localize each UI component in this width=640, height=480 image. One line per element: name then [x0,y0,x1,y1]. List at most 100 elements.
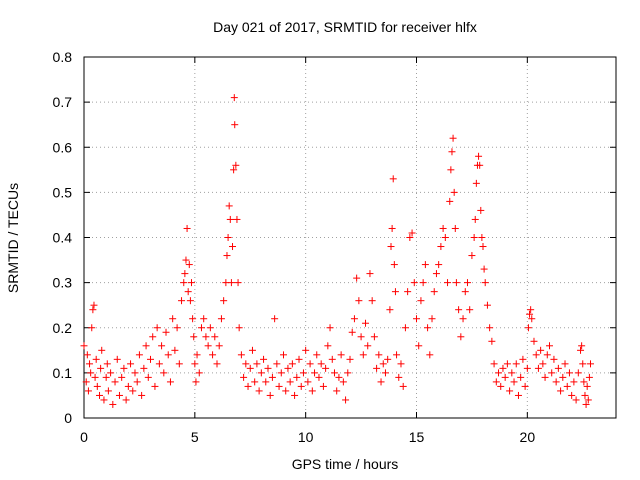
data-point [466,306,474,314]
data-point [483,301,491,309]
data-point [541,373,549,381]
data-point [587,360,595,368]
data-point [330,369,338,377]
data-point [235,324,243,332]
data-point [583,382,591,390]
data-point [353,274,361,282]
data-point [306,360,314,368]
data-point [410,279,418,287]
gridlines [84,57,616,418]
data-point [86,360,94,368]
data-point [153,324,161,332]
data-point [508,369,516,377]
data-point [582,400,590,408]
data-point [447,166,455,174]
data-point [275,382,283,390]
data-point [230,94,238,102]
data-point [471,215,479,223]
data-point [266,391,274,399]
data-point [162,328,170,336]
data-point [169,315,177,323]
data-point [514,391,522,399]
data-point [441,234,449,241]
data-point [373,364,381,372]
data-point [107,369,115,377]
data-point [240,373,248,381]
data-point [242,360,250,368]
data-point [227,279,235,287]
data-point [173,324,181,332]
data-point [164,351,172,359]
data-point [406,234,414,241]
data-point [231,121,239,129]
x-axis-label: GPS time / hours [292,456,399,472]
data-point [444,279,452,287]
data-point [530,337,538,345]
data-point [188,279,196,287]
data-point [554,364,562,372]
data-point [488,337,496,345]
data-point [175,360,183,368]
data-point [559,373,567,381]
data-point [102,373,110,381]
data-point [297,382,305,390]
data-point [225,202,233,210]
data-point [232,161,240,169]
data-point [299,369,307,377]
data-point [499,364,507,372]
data-point [503,360,511,368]
data-point [233,215,241,223]
data-point [91,373,99,381]
y-tick-labels: 0 0.1 0.2 0.3 0.4 0.5 0.6 0.7 0.8 [53,49,73,426]
data-point [181,270,189,278]
data-point [103,360,111,368]
data-point [448,148,456,156]
data-point [149,333,157,341]
data-point [120,364,128,372]
data-point [237,351,245,359]
y-tick-label: 0.2 [53,320,73,336]
data-point [470,234,478,241]
data-point [337,351,345,359]
data-point [118,373,126,381]
data-point [563,382,571,390]
y-tick-label: 0.7 [53,94,73,110]
data-point [131,369,139,377]
chart-title: Day 021 of 2017, SRMTID for receiver hlf… [213,19,477,35]
y-tick-label: 0 [64,410,72,426]
x-tick-label: 15 [409,429,425,445]
data-point [255,387,263,395]
data-point [315,373,323,381]
data-point [521,382,529,390]
data-point [246,364,254,372]
data-point [342,396,350,404]
data-point [282,387,290,395]
data-point [133,378,141,386]
data-point [506,387,514,395]
y-tick-label: 0.3 [53,275,73,291]
data-point [492,378,500,386]
data-point [93,382,101,390]
data-point [322,364,330,372]
data-point [280,351,287,359]
data-point [271,315,279,323]
data-point [477,206,485,214]
data-point [87,369,95,377]
data-point [324,342,332,350]
data-point [578,342,586,350]
data-point [142,342,150,350]
data-point [189,315,197,323]
data-point [450,188,458,196]
data-point [129,387,137,395]
data-point [552,378,560,386]
data-point [140,364,148,372]
data-point [193,351,201,359]
data-point [277,369,285,377]
data-point [155,360,163,368]
data-point [147,355,154,363]
data-point [580,378,588,386]
data-point [180,279,188,287]
y-axis-label: SRMTID / TECUs [5,183,21,293]
data-point [291,391,299,399]
data-point [288,360,296,368]
